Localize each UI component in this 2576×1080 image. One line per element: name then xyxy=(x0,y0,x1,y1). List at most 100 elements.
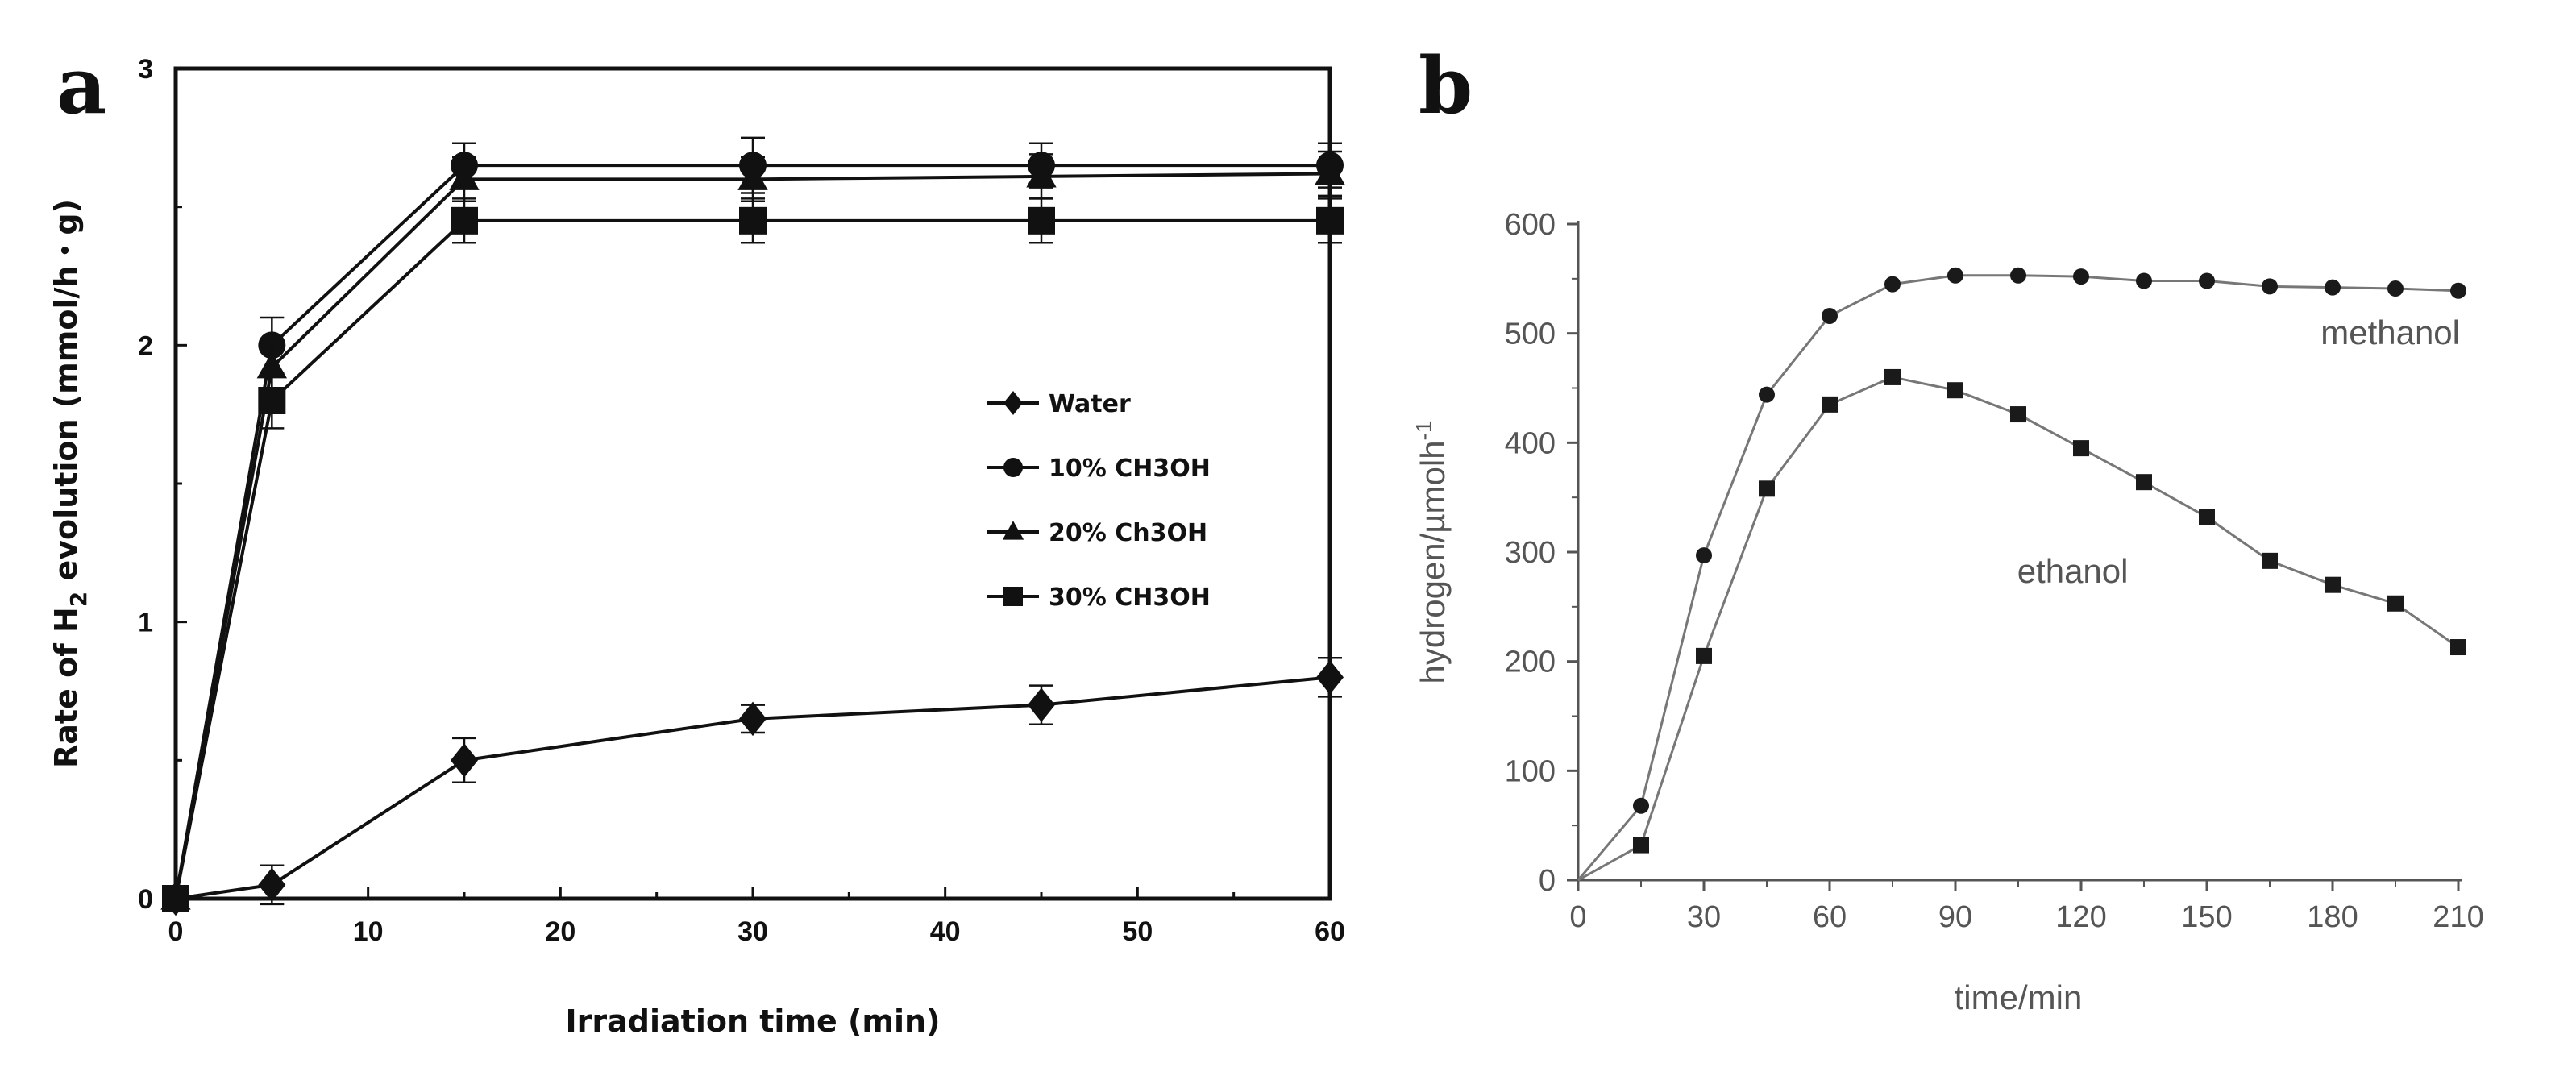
panel-label-b: b xyxy=(1419,40,1473,131)
data-point-30-ch3oh-45 xyxy=(1028,206,1055,235)
chart-a-x-axis-label: Irradiation time (min) xyxy=(566,1003,941,1039)
chart-a-legend: Water 10% CH3OH 20% Ch3OH 30% CH3OH xyxy=(987,390,1211,612)
series-line-water xyxy=(175,675,1331,900)
data-point-methanol-105 xyxy=(2010,267,2026,284)
y-tick-label-0: 0 xyxy=(1539,864,1556,898)
x-tick-label-120: 120 xyxy=(2055,900,2106,934)
data-point-ethanol-15 xyxy=(1633,837,1649,854)
legend-item-10-ch3oh: 10% CH3OH xyxy=(987,455,1211,483)
data-point-methanol-75 xyxy=(1884,276,1901,293)
y-tick-label-500: 500 xyxy=(1505,318,1556,351)
legend-marker-triangle xyxy=(1002,521,1024,540)
data-point-ethanol-105 xyxy=(2010,406,2026,423)
y-tick-label-400: 400 xyxy=(1505,426,1556,460)
series-line-20-ch3oh xyxy=(174,172,1331,899)
chart-a-y-ticks: 0 1 2 3 xyxy=(138,54,187,915)
data-point-water-45 xyxy=(1028,687,1055,722)
chart-b-y-ticks: 0 100 200 300 400 500 600 xyxy=(1505,208,1578,898)
data-point-ethanol-210 xyxy=(2450,639,2466,656)
data-point-methanol-30 xyxy=(1696,547,1712,564)
data-point-30-ch3oh-60 xyxy=(1316,206,1344,235)
legend-marker-square xyxy=(1003,587,1023,606)
legend-label: 10% CH3OH xyxy=(1049,455,1211,483)
chart-a-x-ticks: 0 10 20 30 40 50 60 xyxy=(168,887,1345,947)
data-point-methanol-135 xyxy=(2136,272,2152,289)
chart-b-x-axis-label: time/min xyxy=(1955,978,2083,1016)
data-point-20-ch3oh-60 xyxy=(1315,157,1345,185)
data-point-ethanol-30 xyxy=(1696,647,1712,664)
y-tick-label-200: 200 xyxy=(1505,646,1556,679)
y-tick-label-1: 1 xyxy=(138,608,153,638)
legend-label: 30% CH3OH xyxy=(1049,584,1211,612)
data-point-ethanol-135 xyxy=(2136,474,2152,491)
series-20-ch3oh xyxy=(160,150,1345,910)
data-point-methanol-60 xyxy=(1822,307,1838,324)
data-point-20-ch3oh-5 xyxy=(256,351,288,379)
x-tick-label-50: 50 xyxy=(1122,916,1153,947)
data-point-ethanol-90 xyxy=(1947,382,1963,399)
series-line-10-ch3oh xyxy=(174,164,1330,899)
series-methanol xyxy=(1577,267,2466,881)
data-point-30-ch3oh-15 xyxy=(451,206,478,235)
chart-b-annotation-ethanol: ethanol xyxy=(2017,552,2129,590)
series-30-ch3oh xyxy=(162,197,1344,912)
data-point-methanol-180 xyxy=(2325,279,2341,296)
data-point-methanol-120 xyxy=(2073,268,2089,285)
x-tick-label-60: 60 xyxy=(1813,900,1847,934)
x-tick-label-20: 20 xyxy=(545,916,575,947)
y-tick-label-100: 100 xyxy=(1505,754,1556,788)
data-point-ethanol-75 xyxy=(1884,368,1901,385)
x-tick-label-30: 30 xyxy=(737,916,768,947)
data-point-water-15 xyxy=(451,743,478,778)
x-tick-label-180: 180 xyxy=(2307,900,2358,934)
data-point-ethanol-150 xyxy=(2199,509,2215,525)
chart-b-annotation-methanol: methanol xyxy=(2320,314,2460,351)
x-tick-label-150: 150 xyxy=(2181,900,2232,934)
chart-b-y-axis-label: hydrogen/µmolh-1 xyxy=(1411,421,1452,684)
chart-b-x-ticks: 0 30 60 90 120 150 180 210 xyxy=(1569,880,2484,934)
data-point-30-ch3oh-30 xyxy=(739,206,767,235)
data-point-water-5 xyxy=(258,867,286,903)
data-point-ethanol-195 xyxy=(2387,595,2404,612)
y-tick-label-300: 300 xyxy=(1505,536,1556,570)
data-point-30-ch3oh-0 xyxy=(162,885,189,912)
data-point-20-ch3oh-30 xyxy=(737,163,768,190)
data-point-ethanol-60 xyxy=(1822,396,1838,413)
data-point-30-ch3oh-5 xyxy=(258,387,286,414)
data-point-methanol-210 xyxy=(2450,282,2466,299)
chart-a-y-axis-label-main: Rate of H xyxy=(48,607,84,768)
data-point-ethanol-165 xyxy=(2262,552,2278,569)
legend-label: Water xyxy=(1049,390,1131,418)
legend-item-20-ch3oh: 20% Ch3OH xyxy=(987,519,1207,547)
x-tick-label-30: 30 xyxy=(1687,900,1721,934)
x-tick-label-60: 60 xyxy=(1315,916,1345,947)
data-point-water-60 xyxy=(1316,660,1344,695)
x-tick-label-0: 0 xyxy=(1569,900,1586,934)
panel-label-a: a xyxy=(56,40,106,131)
chart-b-y-axis-label-main: hydrogen/µmolh xyxy=(1414,440,1452,683)
x-tick-label-10: 10 xyxy=(353,916,384,947)
chart-a-series xyxy=(160,136,1345,916)
data-point-20-ch3oh-45 xyxy=(1026,160,1057,188)
data-point-ethanol-45 xyxy=(1759,480,1775,497)
chart-a-y-axis-label-sub: 2 xyxy=(65,592,92,607)
data-point-methanol-150 xyxy=(2199,272,2215,289)
chart-b: 0 30 60 90 120 150 180 210 0100200300400500600 … xyxy=(1411,208,2484,1016)
data-point-methanol-90 xyxy=(1947,267,1963,284)
data-point-methanol-45 xyxy=(1759,386,1775,403)
chart-b-y-axis-label-sup: -1 xyxy=(1411,421,1436,441)
legend-marker-diamond xyxy=(1003,391,1023,415)
legend-label: 20% Ch3OH xyxy=(1049,519,1207,547)
x-tick-label-210: 210 xyxy=(2433,900,2483,934)
data-point-methanol-15 xyxy=(1633,797,1649,814)
chart-a-y-axis-label-tail: evolution (mmol/h・g) xyxy=(48,199,84,592)
data-point-ethanol-180 xyxy=(2325,576,2341,593)
data-point-methanol-165 xyxy=(2262,278,2278,295)
y-tick-label-600: 600 xyxy=(1505,208,1556,242)
series-ethanol xyxy=(1577,368,2466,882)
chart-a-y-axis-label: Rate of H2 evolution (mmol/h・g) xyxy=(48,199,92,768)
y-tick-label-2: 2 xyxy=(138,330,153,361)
series-line-30-ch3oh xyxy=(174,218,1330,899)
data-point-ethanol-120 xyxy=(2073,440,2089,457)
